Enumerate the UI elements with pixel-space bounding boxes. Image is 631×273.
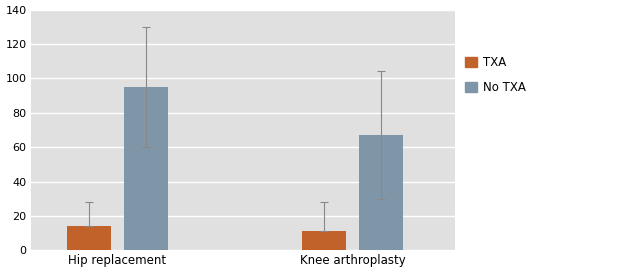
Bar (302, 231, 346, 250)
Bar (31, 10, 455, 250)
Bar (360, 135, 403, 250)
Bar (124, 87, 168, 250)
Bar (67, 226, 110, 250)
Legend: TXA, No TXA: TXA, No TXA (461, 52, 531, 99)
